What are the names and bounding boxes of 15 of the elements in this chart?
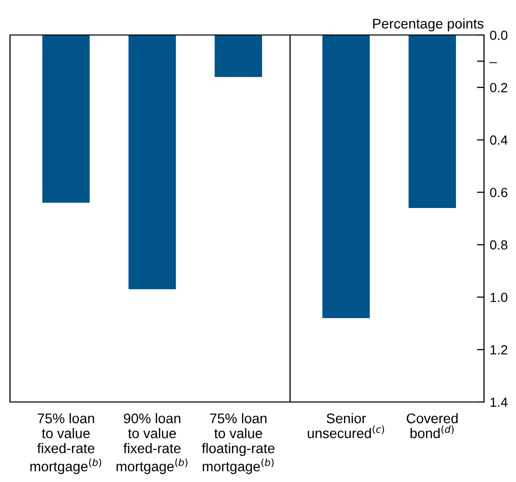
y-tick-label: 0.2 <box>490 82 508 92</box>
y-tick-label: 1.0 <box>490 292 508 302</box>
y-axis-title: Percentage points <box>373 18 484 32</box>
x-tick-label: Senior unsecured$^{(c)}$ <box>308 413 384 438</box>
y-tick-label: 0.6 <box>490 188 508 198</box>
y-tick-label: 0.4 <box>490 135 508 145</box>
x-tick-label: 75% loan to value fixed-rate mortgage$^{(b)}$ <box>30 413 102 474</box>
x-tick-label: 75% loan to value floating-rate mortgage$^{(b)}$ <box>202 413 274 474</box>
y-tick-label: 1.4 <box>490 398 508 407</box>
y-tick-label: – <box>490 62 497 64</box>
y-tick-label: 0.0 <box>490 30 508 40</box>
x-tick-label: 90% loan to value fixed-rate mortgage$^{(b)}$ <box>116 413 188 474</box>
x-tick-label: Covered bond$^{(d)}$ <box>406 413 458 438</box>
y-tick-label: 0.8 <box>490 240 508 250</box>
y-tick-label: 1.2 <box>490 345 508 354</box>
